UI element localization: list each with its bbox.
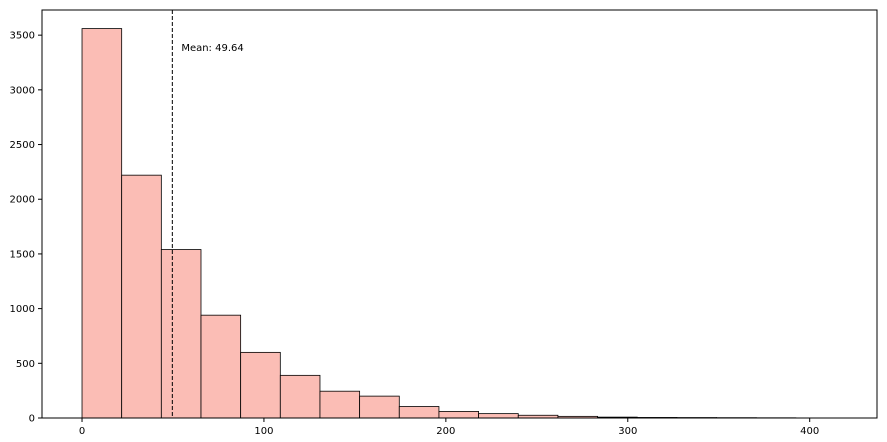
y-tick-label: 3000	[10, 85, 35, 96]
x-tick-label: 200	[436, 426, 455, 437]
histogram-bar	[359, 395, 400, 419]
mean-annotation: Mean: 49.64	[181, 43, 243, 54]
histogram-bar	[200, 314, 242, 419]
histogram-bar	[438, 411, 480, 419]
y-tick-label: 0	[29, 414, 35, 425]
y-tick-label: 2000	[10, 195, 35, 206]
histogram-bar	[279, 374, 321, 419]
x-tick-label: 400	[800, 426, 819, 437]
x-axis: 0 100 200 300 400	[79, 418, 819, 437]
y-tick-label: 3500	[10, 31, 35, 42]
y-tick-label: 1500	[10, 249, 35, 260]
histogram-bar	[478, 413, 519, 419]
histogram-bar	[160, 249, 202, 419]
histogram-bar	[319, 390, 361, 419]
y-tick-label: 500	[16, 359, 35, 370]
histogram-bar	[398, 406, 440, 419]
y-tick-label: 2500	[10, 140, 35, 151]
histogram-bar	[81, 28, 123, 419]
plot-frame	[41, 9, 878, 419]
histogram-bar	[121, 174, 162, 419]
y-axis: 0 500 1000 1500 2000 2500 3000 3500	[10, 31, 42, 425]
x-tick-label: 100	[254, 426, 273, 437]
x-tick-label: 0	[79, 426, 85, 437]
x-tick-label: 300	[618, 426, 637, 437]
histogram-bar	[240, 351, 281, 419]
bars-group	[81, 28, 797, 419]
y-tick-label: 1000	[10, 304, 35, 315]
